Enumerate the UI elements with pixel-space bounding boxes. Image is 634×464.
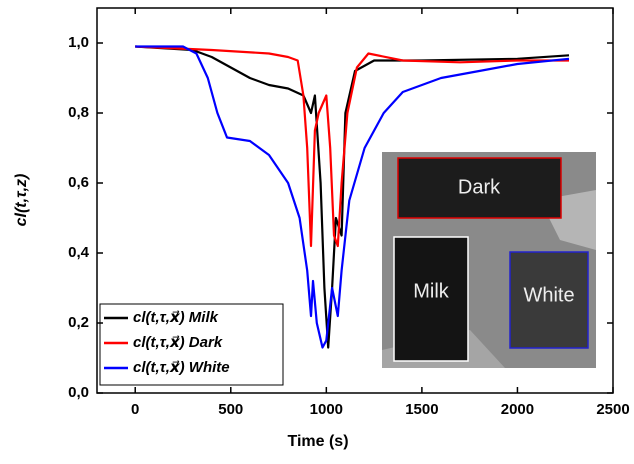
y-tick-label: 0,0 bbox=[68, 384, 89, 401]
legend-label: cl(t,τ,x⃗) Dark bbox=[133, 334, 223, 351]
y-axis-label: cl(t,τ,z) bbox=[13, 174, 30, 227]
x-tick-label: 1500 bbox=[405, 401, 438, 418]
inset-label: Dark bbox=[458, 176, 501, 198]
y-tick-label: 1,0 bbox=[68, 34, 89, 51]
y-tick-label: 0,2 bbox=[68, 314, 89, 331]
x-tick-label: 2000 bbox=[501, 401, 534, 418]
series-line bbox=[135, 45, 569, 248]
inset-label: Milk bbox=[413, 280, 450, 302]
x-tick-label: 0 bbox=[131, 401, 139, 418]
series-layer bbox=[135, 45, 570, 349]
series-line bbox=[135, 45, 570, 349]
inset-image: Dark Milk White bbox=[382, 152, 596, 368]
y-tick-label: 0,4 bbox=[68, 244, 90, 261]
legend-label: cl(t,τ,x⃗) White bbox=[133, 359, 230, 376]
plot-frame bbox=[96, 7, 614, 394]
x-tick-label: 1000 bbox=[310, 401, 343, 418]
legend-box bbox=[99, 303, 284, 386]
inset-label: White bbox=[523, 284, 574, 306]
y-tick-label: 0,6 bbox=[68, 174, 89, 191]
series-line bbox=[135, 45, 570, 349]
x-tick-label: 500 bbox=[218, 401, 243, 418]
legend-label: cl(t,τ,x⃗) Milk bbox=[133, 309, 219, 326]
x-tick-label: 2500 bbox=[596, 401, 629, 418]
x-axis-label: Time (s) bbox=[287, 433, 348, 450]
y-tick-label: 0,8 bbox=[68, 104, 89, 121]
